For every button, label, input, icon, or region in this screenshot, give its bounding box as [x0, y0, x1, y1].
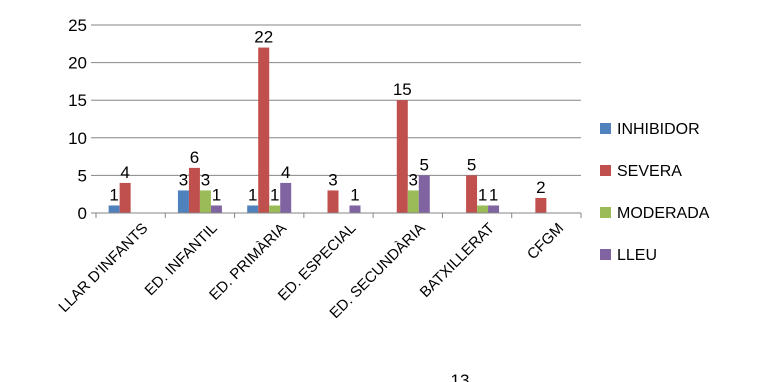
data-label: 1: [248, 185, 257, 204]
bars: [108, 47, 547, 214]
x-axis-ticks: [95, 213, 582, 218]
y-tick-label: 15: [68, 91, 87, 110]
bar-inhibidor-2: [247, 205, 259, 213]
data-label: 3: [328, 170, 337, 189]
y-axis-ticks: 0 5 10 15 20 25: [68, 16, 96, 223]
bar-moderada-1: [199, 190, 211, 213]
bar-severa-0: [119, 182, 131, 213]
data-label: 1: [478, 185, 487, 204]
data-label: 3: [201, 170, 210, 189]
data-label: 15: [393, 80, 412, 99]
gridlines: [96, 24, 581, 176]
bar-lleu-2: [280, 182, 292, 213]
bar-moderada-4: [407, 190, 419, 213]
category-label: LLAR D'INFANTS: [55, 220, 151, 316]
bar-lleu-1: [210, 205, 222, 213]
legend-swatch-severa: [600, 165, 611, 176]
bar-lleu-5: [488, 205, 500, 213]
data-label: 1: [109, 185, 118, 204]
bar-moderada-2: [269, 205, 281, 213]
y-tick-label: 10: [68, 129, 87, 148]
data-label: 1: [489, 185, 498, 204]
legend-swatch-lleu: [600, 249, 611, 260]
bar-severa-3: [327, 190, 339, 213]
data-label: 4: [120, 163, 129, 182]
bar-inhibidor-1: [177, 190, 189, 213]
category-label: CFGM: [524, 220, 567, 263]
y-tick-label: 25: [68, 16, 87, 35]
data-label: 5: [467, 155, 476, 174]
data-label: 5: [420, 155, 429, 174]
data-label: 3: [409, 170, 418, 189]
legend-label: SEVERA: [617, 163, 682, 180]
bar-lleu-4: [418, 175, 430, 213]
bar-moderada-5: [477, 205, 489, 213]
data-label: 2: [536, 178, 545, 197]
data-label: 3: [179, 170, 188, 189]
legend-label: MODERADA: [617, 205, 710, 222]
legend-swatch-inhibidor: [600, 123, 611, 134]
data-label: 1: [270, 185, 279, 204]
bar-severa-6: [535, 197, 547, 213]
bar-severa-1: [188, 167, 200, 213]
category-label: ED. INFANTIL: [142, 220, 221, 299]
data-label: 22: [254, 28, 273, 47]
footer-number: 13: [451, 371, 470, 382]
bar-inhibidor-0: [108, 205, 120, 213]
legend-label: LLEU: [617, 247, 657, 264]
data-label: 4: [281, 163, 290, 182]
y-tick-label: 20: [68, 54, 87, 73]
legend: INHIBIDOR SEVERA MODERADA LLEU: [600, 121, 710, 264]
data-label: 1: [350, 185, 359, 204]
bar-lleu-3: [349, 205, 361, 213]
bar-severa-5: [466, 175, 478, 213]
data-label: 6: [190, 148, 199, 167]
legend-label: INHIBIDOR: [617, 121, 700, 138]
bar-severa-2: [258, 47, 270, 214]
bar-severa-4: [396, 100, 408, 213]
category-label: BATXILLERAT: [417, 220, 498, 301]
data-label: 1: [212, 185, 221, 204]
legend-swatch-moderada: [600, 207, 611, 218]
y-tick-label: 0: [78, 204, 87, 223]
y-tick-label: 5: [78, 166, 87, 185]
